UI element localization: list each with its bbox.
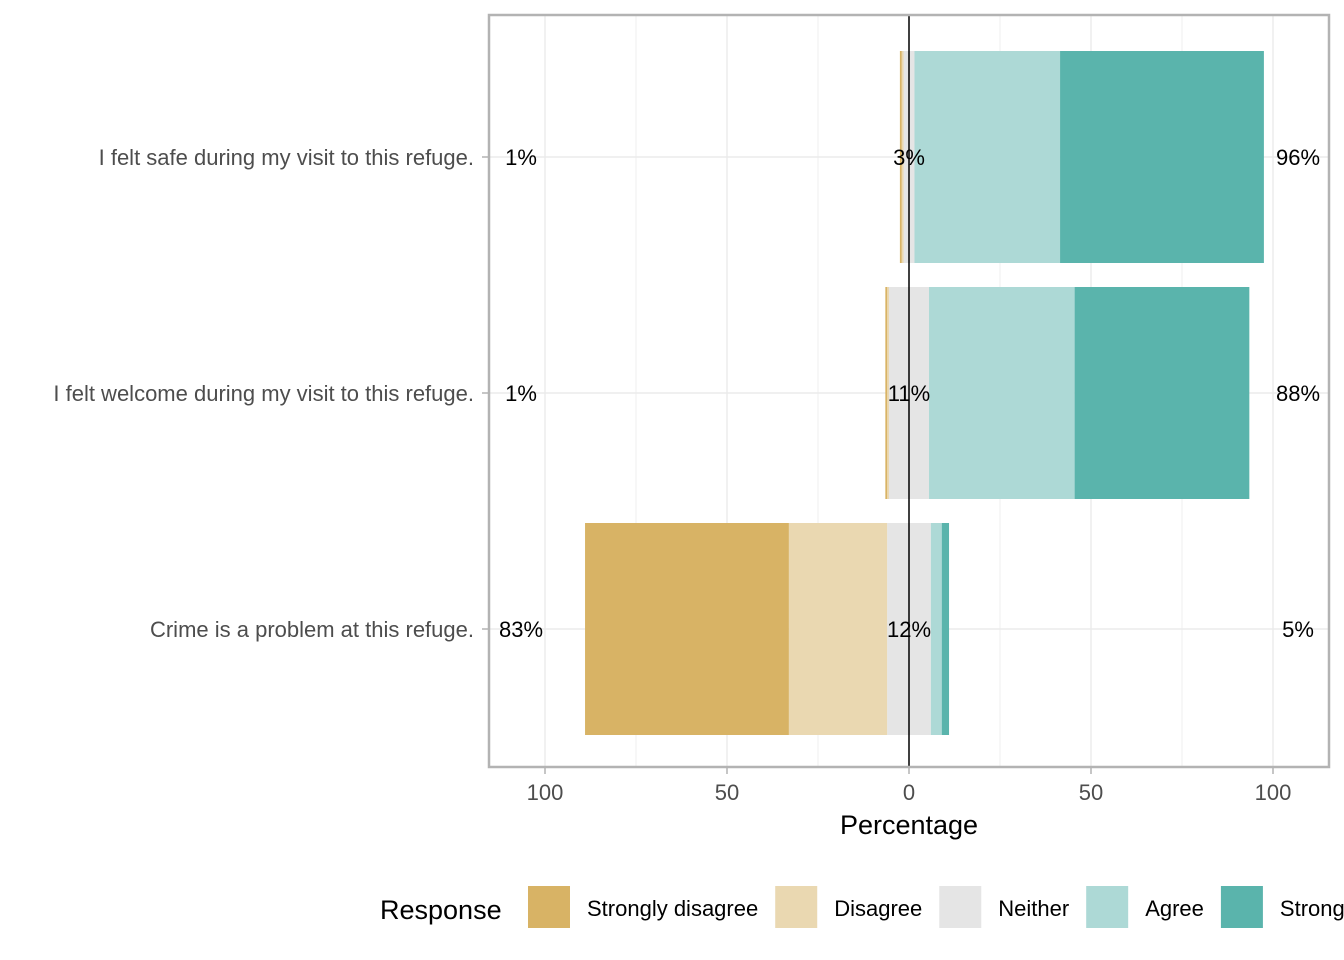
bar-segment-disagree <box>887 287 889 499</box>
x-axis-ticks: 100 50 0 50 100 <box>527 767 1292 805</box>
bar-segment-strongly-disagree <box>899 51 902 263</box>
x-tick-label: 100 <box>527 780 564 805</box>
x-tick-label: 50 <box>715 780 739 805</box>
legend-swatch <box>1086 886 1129 928</box>
right-percentage-label: 5% <box>1282 617 1314 642</box>
bar-segment-strongly-agree <box>941 523 950 735</box>
legend-swatch <box>528 886 570 928</box>
category-label: I felt safe during my visit to this refu… <box>99 145 474 170</box>
legend-swatch <box>939 886 982 928</box>
right-percentage-label: 88% <box>1276 381 1320 406</box>
bar-segment-disagree <box>788 523 888 735</box>
bar-segment-disagree <box>901 51 904 263</box>
category-labels: I felt safe during my visit to this refu… <box>53 145 489 642</box>
legend-label: Strongly agree <box>1280 896 1344 921</box>
x-tick-label: 0 <box>903 780 915 805</box>
percentage-labels: 1% 3% 96% 1% 11% 88% 83% 12% 5% <box>499 145 1320 642</box>
right-percentage-label: 96% <box>1276 145 1320 170</box>
bar-segment-strongly-agree <box>1074 287 1250 499</box>
bar-segment-strongly-disagree <box>585 523 789 735</box>
bar-segment-agree <box>914 51 1061 263</box>
legend-title: Response <box>380 895 502 925</box>
category-label: I felt welcome during my visit to this r… <box>53 381 474 406</box>
bar-segment-strongly-agree <box>1060 51 1264 263</box>
x-axis-title: Percentage <box>840 810 978 840</box>
left-percentage-label: 1% <box>505 381 537 406</box>
x-tick-label: 100 <box>1255 780 1292 805</box>
category-label: Crime is a problem at this refuge. <box>150 617 474 642</box>
x-tick-label: 50 <box>1079 780 1103 805</box>
center-percentage-label: 3% <box>893 145 925 170</box>
legend: Response Strongly disagree Disagree Neithe… <box>380 886 1344 928</box>
bar-segment-agree <box>929 287 1075 499</box>
legend-label: Strongly disagree <box>587 896 758 921</box>
legend-label: Disagree <box>834 896 922 921</box>
legend-swatch <box>1220 886 1263 928</box>
legend-label: Agree <box>1145 896 1204 921</box>
bar-segment-agree <box>930 523 942 735</box>
left-percentage-label: 1% <box>505 145 537 170</box>
bar-segment-strongly-disagree <box>885 287 888 499</box>
center-percentage-label: 12% <box>887 617 931 642</box>
legend-swatch <box>775 886 818 928</box>
legend-label: Neither <box>998 896 1069 921</box>
center-percentage-label: 11% <box>888 381 930 406</box>
left-percentage-label: 83% <box>499 617 543 642</box>
